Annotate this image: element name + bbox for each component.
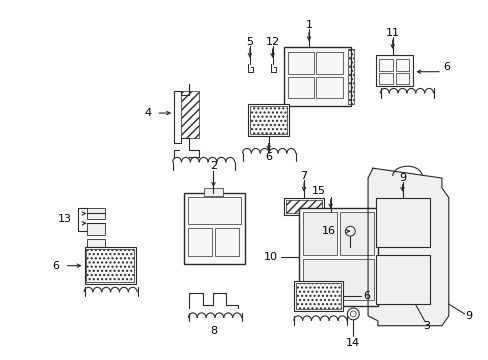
Bar xyxy=(377,257,427,302)
Bar xyxy=(215,228,239,256)
Bar xyxy=(347,49,353,104)
Text: 6: 6 xyxy=(264,152,271,162)
Text: 6: 6 xyxy=(363,291,370,301)
Text: 12: 12 xyxy=(265,37,279,47)
Bar xyxy=(84,247,136,284)
Polygon shape xyxy=(367,168,448,326)
Text: 9: 9 xyxy=(398,173,405,183)
Bar xyxy=(303,212,336,255)
Bar xyxy=(183,193,244,264)
Bar xyxy=(303,259,373,300)
Bar xyxy=(249,106,287,134)
Text: 14: 14 xyxy=(346,338,360,348)
Text: 2: 2 xyxy=(209,161,217,171)
Text: 16: 16 xyxy=(321,226,335,236)
Bar xyxy=(375,198,429,247)
Text: 6: 6 xyxy=(443,62,449,72)
Bar xyxy=(375,255,429,304)
Bar xyxy=(187,197,241,224)
Text: 11: 11 xyxy=(385,28,399,38)
Bar xyxy=(286,200,321,213)
Text: 6: 6 xyxy=(52,261,59,271)
Bar xyxy=(87,239,105,251)
Text: 5: 5 xyxy=(246,37,253,47)
Bar xyxy=(288,52,313,74)
Bar xyxy=(378,59,392,71)
Bar xyxy=(299,208,377,306)
Text: 4: 4 xyxy=(144,108,151,118)
Bar xyxy=(315,52,343,74)
Bar xyxy=(395,59,408,71)
Bar xyxy=(377,200,427,245)
Text: 1: 1 xyxy=(305,21,312,31)
Bar xyxy=(187,228,211,256)
Bar xyxy=(284,47,350,106)
Text: 9: 9 xyxy=(464,311,471,321)
Bar xyxy=(315,77,343,98)
Bar xyxy=(87,223,105,235)
Text: 13: 13 xyxy=(58,215,72,224)
Text: 3: 3 xyxy=(423,321,430,331)
Bar xyxy=(203,188,223,196)
Bar xyxy=(247,104,289,136)
Bar xyxy=(181,91,198,138)
Text: 7: 7 xyxy=(300,171,307,181)
Bar xyxy=(284,198,323,215)
Text: 8: 8 xyxy=(209,326,217,336)
Bar xyxy=(86,249,133,282)
Bar xyxy=(340,212,373,255)
Bar xyxy=(87,208,105,219)
Bar xyxy=(296,283,341,309)
Bar xyxy=(378,73,392,85)
Text: 10: 10 xyxy=(263,252,277,262)
Text: 15: 15 xyxy=(311,186,325,196)
Bar xyxy=(375,55,412,86)
Bar xyxy=(294,282,343,311)
Bar xyxy=(395,73,408,85)
Bar xyxy=(288,77,313,98)
